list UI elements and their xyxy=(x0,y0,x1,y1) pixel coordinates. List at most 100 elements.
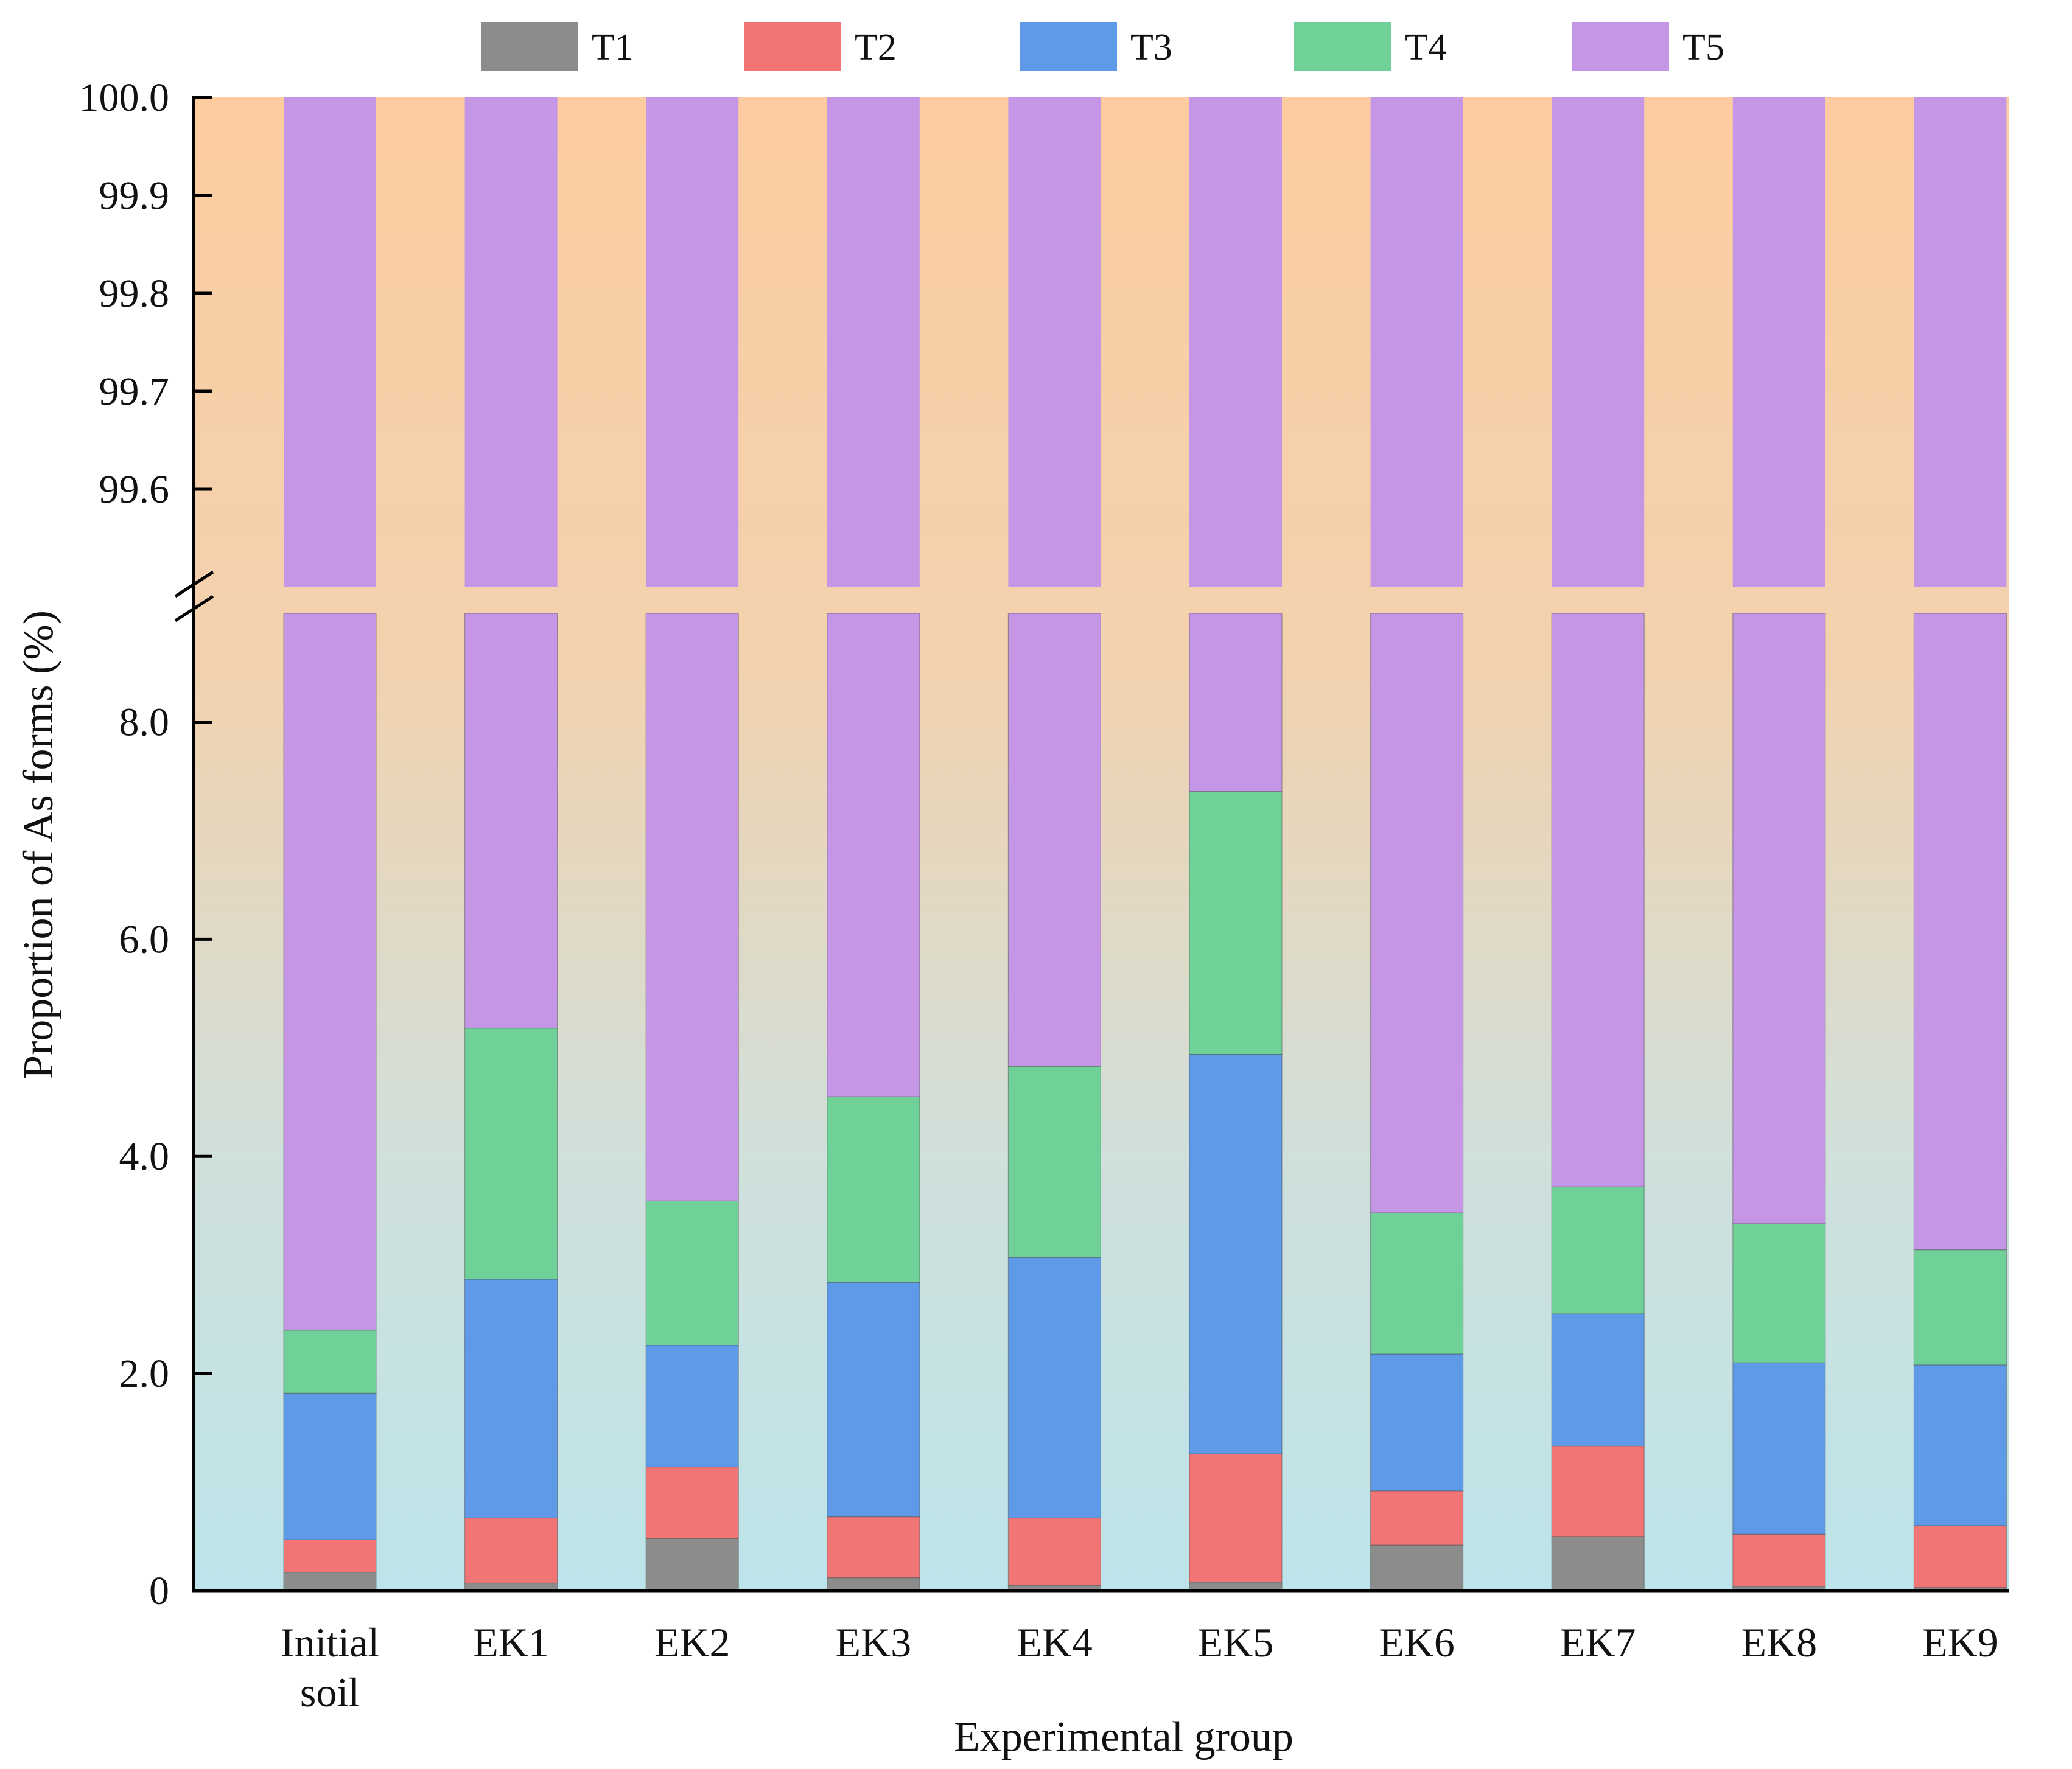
bar-segment-t2 xyxy=(1189,1453,1283,1583)
bar-segment-t1 xyxy=(283,1572,377,1591)
bar-segment-t4 xyxy=(1189,791,1283,1055)
bar-segment-t5 xyxy=(645,613,739,1201)
bar-segment-t1 xyxy=(1551,1536,1645,1591)
legend-swatch xyxy=(744,22,841,71)
bar-segment-t5 xyxy=(1732,613,1826,1224)
bar-segment-t3 xyxy=(283,1392,377,1540)
legend-swatch xyxy=(481,22,578,71)
legend-label: T5 xyxy=(1682,27,1724,68)
bar-segment-t3 xyxy=(1551,1313,1645,1447)
axis-break-mark xyxy=(174,595,214,623)
x-category-label: soil xyxy=(300,1669,360,1715)
y-tick-label: 99.7 xyxy=(99,369,170,414)
x-category-label: EK5 xyxy=(1198,1619,1274,1666)
bar-segment-t2 xyxy=(1007,1517,1102,1586)
bar-stack xyxy=(1189,97,1283,1591)
bar-segment-t5-upper xyxy=(646,97,739,587)
bar-segment-t4 xyxy=(1732,1223,1826,1363)
bar-segment-t5 xyxy=(1370,613,1464,1213)
bar-stack xyxy=(827,97,920,1591)
legend-label: T2 xyxy=(855,27,897,68)
legend-item-t2: T2 xyxy=(744,22,897,71)
y-tick-label: 99.8 xyxy=(99,271,170,316)
bar-segment-t2 xyxy=(1370,1490,1464,1546)
bar-segment-t1 xyxy=(827,1577,920,1591)
bar-segment-t5 xyxy=(827,613,920,1097)
bar-stack xyxy=(283,97,377,1591)
bar-segment-t5-upper xyxy=(1008,97,1101,587)
legend-label: T1 xyxy=(592,27,634,68)
bar-segment-t5 xyxy=(1913,613,2007,1251)
bar-stack xyxy=(1007,97,1102,1591)
bar-stack xyxy=(645,97,739,1591)
bar-segment-t2 xyxy=(1551,1446,1645,1537)
y-tick-label: 0 xyxy=(149,1569,169,1613)
bar-segment-t4 xyxy=(827,1096,920,1283)
bar-segment-t2 xyxy=(1732,1533,1826,1587)
bar-segment-t5-upper xyxy=(284,97,376,587)
bar-segment-t1 xyxy=(645,1538,739,1591)
y-axis-title: Proportion of As forms (%) xyxy=(15,610,62,1079)
bar-segment-t3 xyxy=(464,1279,558,1519)
x-category-label: EK6 xyxy=(1379,1619,1455,1666)
legend-swatch xyxy=(1572,22,1669,71)
bar-segment-t5-upper xyxy=(1189,97,1282,587)
legend-item-t4: T4 xyxy=(1294,22,1447,71)
legend-swatch xyxy=(1294,22,1391,71)
y-tick-label: 100.0 xyxy=(79,75,170,120)
legend-label: T3 xyxy=(1130,27,1172,68)
y-tick-label: 99.6 xyxy=(99,467,170,512)
bar-segment-t5-upper xyxy=(1914,97,2007,587)
bar-segment-t5 xyxy=(1551,613,1645,1187)
x-category-label: EK1 xyxy=(473,1619,549,1666)
bar-segment-t2 xyxy=(464,1517,558,1584)
bar-segment-t5-upper xyxy=(1370,97,1463,587)
axis-break-mark xyxy=(174,570,214,598)
x-category-label: EK8 xyxy=(1741,1619,1817,1666)
bar-segment-t2 xyxy=(1913,1525,2007,1588)
bar-segment-t5-upper xyxy=(464,97,558,587)
y-tick-label: 8.0 xyxy=(119,700,170,744)
bar-segment-t5-upper xyxy=(1552,97,1645,587)
bar-segment-t3 xyxy=(1189,1053,1283,1454)
legend-item-t5: T5 xyxy=(1572,22,1724,71)
bar-segment-t3 xyxy=(1913,1364,2007,1526)
bar-stack xyxy=(1732,97,1826,1591)
bar-segment-t4 xyxy=(464,1028,558,1280)
y-tick-label: 99.9 xyxy=(99,173,170,218)
legend-label: T4 xyxy=(1405,27,1447,68)
bar-segment-t2 xyxy=(827,1516,920,1579)
bar-stack xyxy=(1370,97,1464,1591)
y-tick-label: 6.0 xyxy=(119,917,170,961)
bar-segment-t5 xyxy=(1189,613,1283,792)
bar-segment-t5 xyxy=(283,613,377,1331)
y-tick-label: 2.0 xyxy=(119,1352,170,1396)
bar-segment-t3 xyxy=(1732,1362,1826,1535)
bar-segment-t3 xyxy=(827,1282,920,1518)
x-category-label: EK2 xyxy=(654,1619,730,1666)
bar-segment-t5-upper xyxy=(827,97,920,587)
bar-stack xyxy=(464,97,558,1591)
y-tick-label: 4.0 xyxy=(119,1134,170,1179)
x-category-label: EK9 xyxy=(1922,1619,1998,1666)
bar-segment-t4 xyxy=(1913,1249,2007,1366)
bar-segment-t2 xyxy=(645,1466,739,1539)
x-category-label: EK3 xyxy=(835,1619,911,1666)
bar-stack xyxy=(1913,97,2007,1591)
bar-segment-t5-upper xyxy=(1732,97,1825,587)
bar-segment-t5 xyxy=(464,613,558,1029)
x-category-label: EK7 xyxy=(1560,1619,1636,1666)
x-category-label: EK4 xyxy=(1017,1619,1093,1666)
bar-segment-t4 xyxy=(283,1330,377,1394)
bar-segment-t4 xyxy=(645,1200,739,1346)
legend-item-t3: T3 xyxy=(1020,22,1172,71)
bar-segment-t3 xyxy=(1007,1257,1102,1519)
bar-segment-t3 xyxy=(1370,1353,1464,1492)
legend-item-t1: T1 xyxy=(481,22,634,71)
x-axis-title: Experimental group xyxy=(954,1714,1293,1760)
bar-segment-t2 xyxy=(283,1539,377,1573)
legend-swatch xyxy=(1020,22,1117,71)
bar-segment-t4 xyxy=(1551,1186,1645,1314)
bar-segment-t4 xyxy=(1007,1066,1102,1258)
